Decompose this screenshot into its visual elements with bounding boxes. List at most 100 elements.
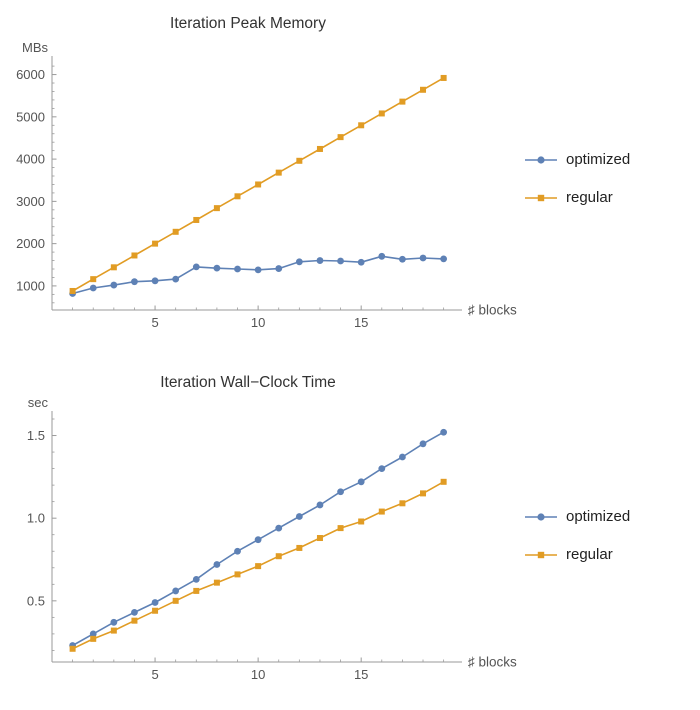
- series-marker-regular: [440, 74, 447, 81]
- series-marker-regular: [358, 518, 365, 525]
- y-tick-label: 0.5: [27, 593, 45, 608]
- memory-chart: 5 10 15 1000 2000 3000 4000 5000 6000 Iteration P…: [16, 15, 517, 330]
- series-marker-regular: [172, 597, 179, 604]
- series-marker-regular: [420, 490, 427, 497]
- series-marker-optimized: [89, 630, 97, 638]
- series-marker-regular: [255, 563, 262, 570]
- legend-label-regular: regular: [566, 546, 613, 563]
- time-chart-row: 5 10 15 0.5 1.0 1.5 Iteration Wall−Clock Time s…: [0, 364, 700, 694]
- series-marker-regular: [90, 635, 97, 642]
- series-marker-optimized: [151, 277, 159, 285]
- series-marker-regular: [131, 252, 138, 259]
- series-marker-regular: [420, 86, 427, 93]
- series-marker-regular: [213, 205, 220, 212]
- series-marker-regular: [193, 587, 200, 594]
- series-marker-optimized: [89, 284, 97, 292]
- y-axis-unit-label: sec: [28, 395, 49, 410]
- series-marker-regular: [337, 525, 344, 532]
- series-marker-optimized: [172, 587, 180, 595]
- series-marker-optimized: [192, 575, 200, 583]
- series-marker-optimized: [110, 281, 118, 289]
- series-marker-optimized: [440, 428, 448, 436]
- series-marker-optimized: [131, 609, 138, 616]
- optimized-line-marker-icon: [525, 156, 557, 164]
- series-marker-regular: [152, 240, 159, 247]
- series-marker-optimized: [357, 478, 365, 486]
- legend-label-optimized: optimized: [566, 508, 631, 525]
- y-tick-label: 6000: [16, 67, 45, 82]
- series-marker-optimized: [378, 252, 386, 260]
- series-marker-regular: [172, 228, 179, 235]
- series-marker-regular: [110, 264, 117, 271]
- series-marker-optimized: [254, 536, 262, 544]
- series-marker-regular: [316, 535, 323, 542]
- y-tick-label: 4000: [16, 152, 45, 167]
- y-tick-label: 5000: [16, 109, 45, 124]
- series-marker-optimized: [295, 258, 303, 266]
- series-marker-optimized: [213, 561, 221, 568]
- y-tick-label: 1000: [16, 278, 45, 293]
- series-marker-regular: [316, 145, 323, 152]
- time-chart: 5 10 15 0.5 1.0 1.5 Iteration Wall−Clock Time s…: [27, 374, 517, 682]
- x-tick-label: 15: [354, 667, 368, 682]
- series-marker-regular: [378, 110, 385, 117]
- series-marker-optimized: [275, 524, 283, 532]
- series-marker-regular: [193, 216, 200, 223]
- legend-item-regular: regular: [524, 546, 630, 564]
- series-marker-regular: [378, 508, 385, 515]
- y-tick-label: 1.5: [27, 428, 45, 443]
- series-marker-regular: [337, 134, 344, 141]
- series-marker-regular: [440, 478, 447, 485]
- series-marker-optimized: [213, 264, 221, 272]
- optimized-line-marker-icon: [525, 513, 557, 521]
- x-axis-label: ♯ blocks: [468, 655, 517, 670]
- x-axis-label: ♯ blocks: [468, 303, 517, 318]
- x-tick-label: 5: [151, 315, 158, 330]
- series-marker-regular: [399, 98, 406, 105]
- memory-chart-row: 5 10 15 1000 2000 3000 4000 5000 6000 Iteration P…: [0, 6, 700, 338]
- series-marker-optimized: [316, 501, 324, 509]
- regular-line-marker-icon: [525, 194, 557, 202]
- series-marker-optimized: [275, 265, 283, 272]
- y-tick-label: 2000: [16, 236, 45, 251]
- y-tick-label: 3000: [16, 194, 45, 209]
- series-marker-regular: [399, 500, 406, 507]
- series-marker-optimized: [378, 465, 386, 472]
- chart-title: Iteration Wall−Clock Time: [160, 374, 336, 391]
- y-tick-label: 1.0: [27, 511, 45, 526]
- series-marker-regular: [69, 287, 76, 294]
- page: 5 10 15 1000 2000 3000 4000 5000 6000 Iteration P…: [0, 6, 700, 694]
- legend-item-regular: regular: [524, 189, 630, 207]
- series-marker-regular: [90, 276, 97, 283]
- y-axis-unit-label: MBs: [22, 40, 49, 55]
- series-marker-optimized: [254, 266, 262, 274]
- regular-line-marker-icon: [525, 551, 557, 559]
- series-marker-optimized: [419, 440, 427, 448]
- series-marker-optimized: [419, 254, 427, 262]
- legend-item-optimized: optimized: [524, 508, 630, 526]
- x-tick-label: 15: [354, 315, 368, 330]
- series-marker-regular: [296, 544, 303, 551]
- series-marker-optimized: [337, 257, 344, 265]
- series-marker-regular: [213, 579, 220, 586]
- series-marker-optimized: [131, 278, 138, 286]
- series-marker-optimized: [399, 453, 406, 461]
- chart-title: Iteration Peak Memory: [170, 15, 326, 32]
- series-marker-optimized: [192, 263, 200, 271]
- series-marker-regular: [110, 627, 117, 634]
- legend-item-optimized: optimized: [524, 151, 630, 169]
- series-marker-optimized: [357, 258, 365, 266]
- x-tick-label: 10: [251, 667, 265, 682]
- series-marker-optimized: [234, 547, 241, 555]
- series-marker-optimized: [337, 488, 344, 496]
- memory-chart-legend: optimized regular: [520, 151, 630, 207]
- series-marker-optimized: [440, 255, 448, 263]
- time-chart-legend: optimized regular: [520, 508, 630, 564]
- series-marker-optimized: [234, 265, 241, 273]
- series-marker-regular: [275, 169, 282, 176]
- series-marker-optimized: [316, 257, 324, 264]
- legend-label-regular: regular: [566, 189, 613, 206]
- series-marker-regular: [275, 553, 282, 560]
- series-marker-regular: [69, 645, 76, 652]
- series-marker-regular: [255, 181, 262, 188]
